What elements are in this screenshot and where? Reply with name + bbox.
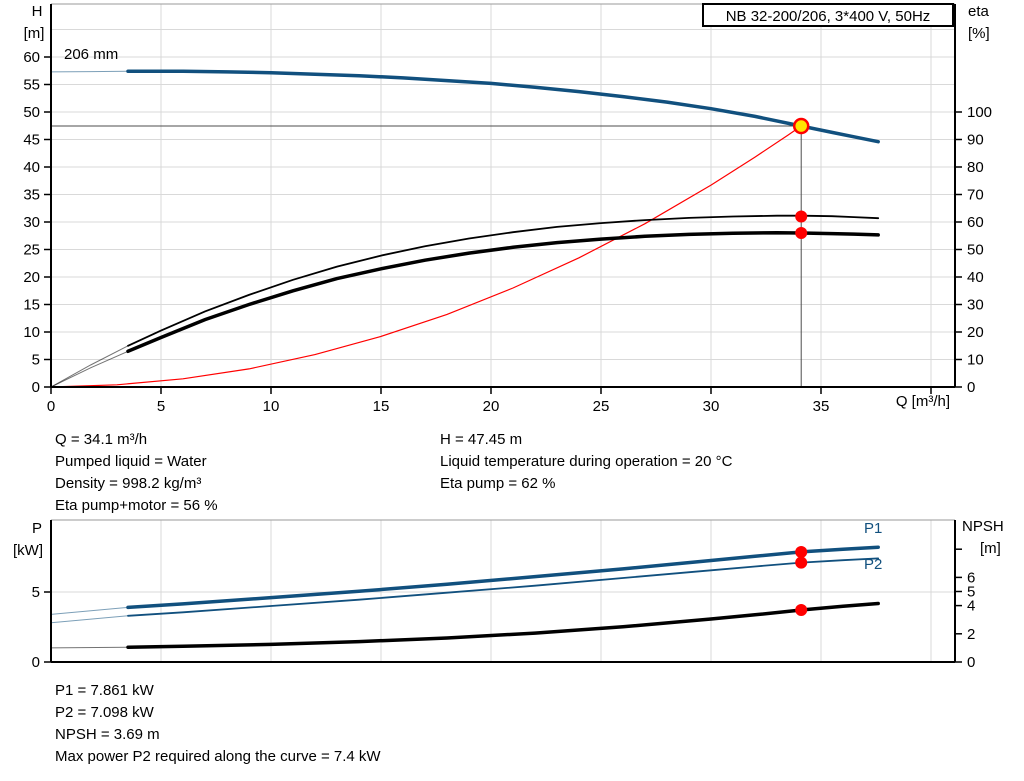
head-axis-title: H [31, 3, 43, 20]
right-tick-label: 6 [967, 569, 975, 586]
right-tick-label: 20 [967, 324, 984, 341]
npsh-axis-title: NPSH [962, 518, 1004, 535]
right-tick-label: 40 [967, 269, 984, 286]
left-tick-label: 15 [23, 297, 40, 314]
right-tick-label: 60 [967, 214, 984, 231]
right-tick-label: 70 [967, 187, 984, 204]
left-tick-label: 10 [23, 324, 40, 341]
eta-pump-curve-lowflow [50, 345, 129, 388]
x-tick-label: 0 [47, 398, 55, 415]
right-tick-label: 80 [967, 159, 984, 176]
left-tick-label: 25 [23, 242, 40, 259]
x-tick-label: 15 [373, 398, 390, 415]
left-tick-label: 60 [23, 49, 40, 66]
right-tick-label: 0 [967, 379, 975, 396]
power-readout: P1 = 7.861 kW P2 = 7.098 kW NPSH = 3.69 m M… [55, 680, 381, 768]
left-tick-label: 45 [23, 132, 40, 149]
right-tick-label: 30 [967, 297, 984, 314]
left-tick-label: 5 [32, 352, 40, 369]
right-tick-label: 5 [967, 584, 975, 601]
p1-curve-lowflow [50, 606, 129, 615]
p2-duty-dot [795, 556, 808, 569]
annotation-line: Density = 998.2 kg/m³ [55, 475, 202, 492]
right-tick-label: 2 [967, 626, 975, 643]
annotation-line: P2 = 7.098 kW [55, 704, 154, 721]
duty-readout-right: H = 47.45 m Liquid temperature during ope… [440, 429, 732, 495]
annotation-line: H = 47.45 m [440, 431, 523, 448]
p1-curve [126, 545, 880, 610]
npsh-duty-dot [795, 603, 808, 616]
right-tick-label: 90 [967, 132, 984, 149]
right-tick-label: 0 [967, 654, 975, 671]
left-tick-label: 5 [32, 584, 40, 601]
duty-readout-left: Q = 34.1 m³/h Pumped liquid = Water Densit… [55, 429, 218, 517]
eta-pump-duty-dot [795, 210, 808, 223]
x-tick-label: 25 [593, 398, 610, 415]
npsh-curve [126, 601, 880, 649]
annotation-line: Eta pump = 62 % [440, 475, 556, 492]
left-tick-label: 20 [23, 269, 40, 286]
left-tick-label: 40 [23, 159, 40, 176]
p2-curve-label: P2 [864, 556, 883, 573]
x-tick-label: 10 [263, 398, 280, 415]
eta-pump-motor-duty-dot [795, 227, 808, 239]
annotation-line: Max power P2 required along the curve = … [55, 748, 381, 765]
head-curve-lowflow [50, 70, 129, 73]
p1-duty-dot [795, 545, 808, 558]
annotation-line: Q = 34.1 m³/h [55, 431, 148, 448]
eta-pump-curve [127, 214, 880, 347]
x-tick-label: 5 [157, 398, 165, 415]
eta-axis-unit: [%] [968, 25, 990, 42]
left-tick-label: 50 [23, 104, 40, 121]
eta-axis-title: eta [968, 3, 989, 20]
system-curve [50, 125, 802, 388]
annotation-line: Liquid temperature during operation = 20… [440, 453, 733, 470]
left-tick-label: 35 [23, 187, 40, 204]
x-tick-label: 30 [703, 398, 720, 415]
annotation-line: P1 = 7.861 kW [55, 682, 154, 699]
right-tick-label: 50 [967, 242, 984, 259]
annotation-line: Pumped liquid = Water [55, 453, 207, 470]
pump-title-box: NB 32-200/206, 3*400 V, 50Hz [702, 3, 954, 27]
annotation-line: NPSH = 3.69 m [55, 726, 160, 743]
right-tick-label: 100 [967, 104, 992, 121]
power-axis-title: P [31, 520, 42, 537]
p2-curve-lowflow [50, 615, 129, 624]
left-tick-label: 0 [32, 654, 40, 671]
impeller-size-label: 206 mm [64, 46, 119, 63]
p1-curve-label: P1 [864, 520, 883, 537]
p2-curve [127, 557, 880, 617]
x-tick-label: 20 [483, 398, 500, 415]
annotation-line: Eta pump+motor = 56 % [55, 497, 218, 514]
right-tick-label: 10 [967, 352, 984, 369]
duty-point-marker[interactable] [792, 117, 810, 135]
right-tick-label: 4 [967, 598, 975, 615]
left-tick-label: 0 [32, 379, 40, 396]
npsh-curve-lowflow [50, 646, 129, 649]
power-axis-unit: [kW] [13, 542, 43, 559]
npsh-axis-unit: [m] [980, 540, 1001, 557]
head-axis-unit: [m] [23, 25, 45, 42]
x-tick-label: 35 [813, 398, 830, 415]
left-tick-label: 55 [23, 77, 40, 94]
left-tick-label: 30 [23, 214, 40, 231]
flow-axis-title: Q [m³/h] [895, 393, 950, 410]
eta-pump-motor-curve-lowflow [50, 350, 129, 388]
head-curve [126, 69, 880, 144]
